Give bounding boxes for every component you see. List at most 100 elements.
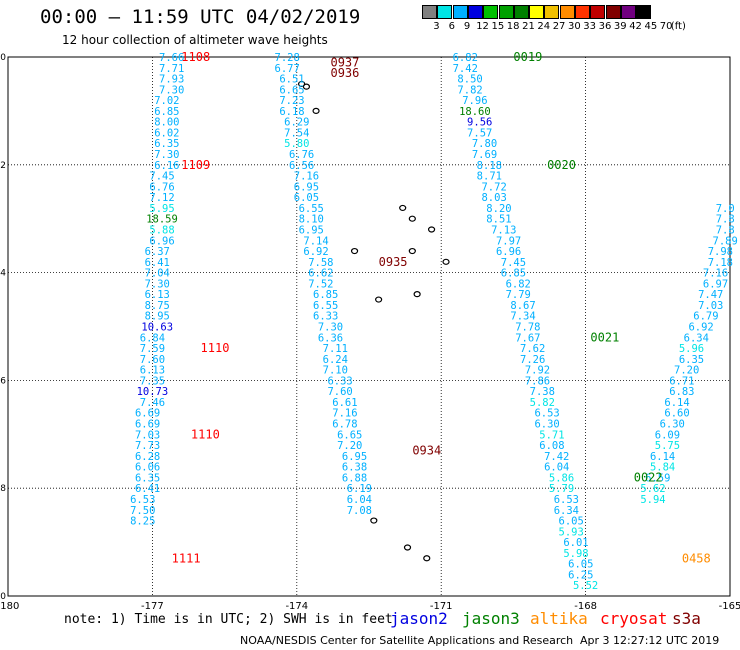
swh-point-altika: 7.89 <box>713 235 738 247</box>
legend-label: 27 <box>552 21 566 32</box>
credit-line: NOAA/NESDIS Center for Satellite Applica… <box>240 634 574 647</box>
swh-point-s3a: 6.77 <box>275 63 300 75</box>
swh-point-jason3: 5.93 <box>559 526 584 538</box>
pass-time-label: 0936 <box>330 66 359 80</box>
chart-title: 00:00 – 11:59 UTC 04/02/2019 <box>40 6 361 28</box>
swh-point-altika: 6.71 <box>669 375 694 387</box>
swh-point-s3a: 7.28 <box>275 52 300 64</box>
swh-point-s3a: 6.56 <box>289 160 314 172</box>
x-tick-label: -180 <box>0 601 19 612</box>
swh-point-cryosat: 6.02 <box>154 127 179 139</box>
pass-time-label: 0022 <box>634 470 663 484</box>
pass-time-label: 1110 <box>201 341 230 355</box>
island-outline <box>413 291 421 298</box>
legend-label: 9 <box>463 21 471 32</box>
swh-point-cryosat: 6.37 <box>145 246 170 258</box>
swh-point-jason3: 6.30 <box>534 419 559 431</box>
pass-time-label: 1111 <box>172 551 201 565</box>
legend-label: 24 <box>537 21 551 32</box>
swh-point-cryosat: 6.35 <box>154 138 179 150</box>
swh-point-jason3: 7.26 <box>520 354 545 366</box>
pass-time-label: 0019 <box>513 50 542 64</box>
swh-point-cryosat: 7.02 <box>154 95 179 107</box>
swh-point-jason3: 6.82 <box>453 52 478 64</box>
swh-point-s3a: 8.10 <box>299 214 324 226</box>
pass-time-label: 1108 <box>181 50 210 64</box>
swh-point-s3a: 6.76 <box>289 149 314 161</box>
x-tick-label: -168 <box>574 601 597 612</box>
swh-point-cryosat: 6.96 <box>149 235 174 247</box>
swh-point-s3a: 7.52 <box>308 278 333 290</box>
legend-label: 39 <box>613 21 627 32</box>
swh-point-altika: 7.98 <box>708 246 733 258</box>
swh-point-altika: 7.16 <box>703 268 728 280</box>
legend-swatch <box>437 5 453 19</box>
swh-point-jason3: 7.79 <box>506 289 531 301</box>
swh-point-s3a: 6.85 <box>313 289 338 301</box>
swh-point-jason3: 7.42 <box>453 63 478 75</box>
island-outline <box>399 204 407 212</box>
legend-swatch <box>636 5 652 19</box>
legend-label: 21 <box>522 21 535 32</box>
y-tick-label: -10 <box>0 592 6 602</box>
swh-point-cryosat: 7.04 <box>145 268 170 280</box>
swh-point-altika: 7.03 <box>698 300 723 312</box>
legend-label: 15 <box>491 21 505 32</box>
x-tick-label: -171 <box>430 601 453 612</box>
swh-point-jason3: 7.67 <box>515 332 540 344</box>
x-tick-label: -174 <box>285 601 308 612</box>
swh-point-cryosat: 6.41 <box>135 483 160 495</box>
pass-time-label: 0020 <box>547 158 576 172</box>
swh-point-cryosat: 6.13 <box>145 289 170 301</box>
legend-label: 42 <box>629 21 642 32</box>
swh-point-cryosat: 7.30 <box>154 149 179 161</box>
swh-point-jason3: 6.82 <box>506 278 531 290</box>
swh-point-cryosat: 6.85 <box>154 106 179 118</box>
pass-time-label: 0458 <box>682 551 711 565</box>
swh-point-jason3: 6.04 <box>544 462 569 474</box>
swh-point-cryosat: 6.16 <box>154 160 179 172</box>
swh-point-cryosat: 10.63 <box>141 322 173 334</box>
legend-swatch <box>529 5 545 19</box>
swh-point-cryosat: 7.30 <box>145 278 170 290</box>
swh-point-altika: 6.59 <box>645 472 670 484</box>
legend-swatch <box>498 5 514 19</box>
swh-point-cryosat: 6.35 <box>135 472 160 484</box>
swh-point-cryosat: 7.03 <box>135 429 160 441</box>
swh-point-cryosat: 7.50 <box>130 505 155 517</box>
legend-swatch <box>605 5 621 19</box>
swh-point-cryosat: 6.76 <box>149 181 174 193</box>
swh-point-s3a: 6.18 <box>279 106 304 118</box>
island-outline <box>423 555 431 562</box>
y-tick-label: -4 <box>0 269 6 279</box>
swh-point-cryosat: 6.84 <box>140 332 165 344</box>
swh-point-jason3: 6.53 <box>554 494 579 506</box>
swh-point-cryosat: 5.95 <box>149 203 174 215</box>
swh-point-cryosat: 8.75 <box>145 300 170 312</box>
swh-point-altika: 7.0 <box>716 203 735 215</box>
swh-point-jason3: 8.67 <box>510 300 535 312</box>
swh-point-cryosat: 8.00 <box>154 117 179 129</box>
swh-point-altika: 6.92 <box>688 322 713 334</box>
swh-point-altika: 6.35 <box>679 354 704 366</box>
swh-point-jason3: 8.50 <box>457 74 482 86</box>
swh-point-altika: 6.09 <box>655 429 680 441</box>
island-outline <box>350 247 359 255</box>
swh-point-s3a: 6.65 <box>337 429 362 441</box>
swh-point-jason3: 5.52 <box>573 580 598 592</box>
swh-point-s3a: 7.60 <box>327 386 352 398</box>
swh-point-s3a: 7.30 <box>318 322 343 334</box>
swh-point-altika: 5.75 <box>655 440 680 452</box>
swh-point-s3a: 6.38 <box>342 462 367 474</box>
swh-point-jason3: 7.82 <box>457 84 482 96</box>
swh-point-cryosat: 7.60 <box>140 354 165 366</box>
swh-point-jason3: 7.86 <box>525 375 550 387</box>
swh-point-s3a: 7.58 <box>308 257 333 269</box>
legend-label: 12 <box>476 21 489 32</box>
satellite-jason2: jason2 <box>390 609 448 628</box>
swh-point-cryosat: 5.88 <box>149 224 174 236</box>
swh-point-jason3: 6.08 <box>539 440 564 452</box>
swh-point-jason3: 18.60 <box>459 106 491 118</box>
legend-swatch <box>483 5 499 19</box>
island-outline <box>370 517 378 524</box>
